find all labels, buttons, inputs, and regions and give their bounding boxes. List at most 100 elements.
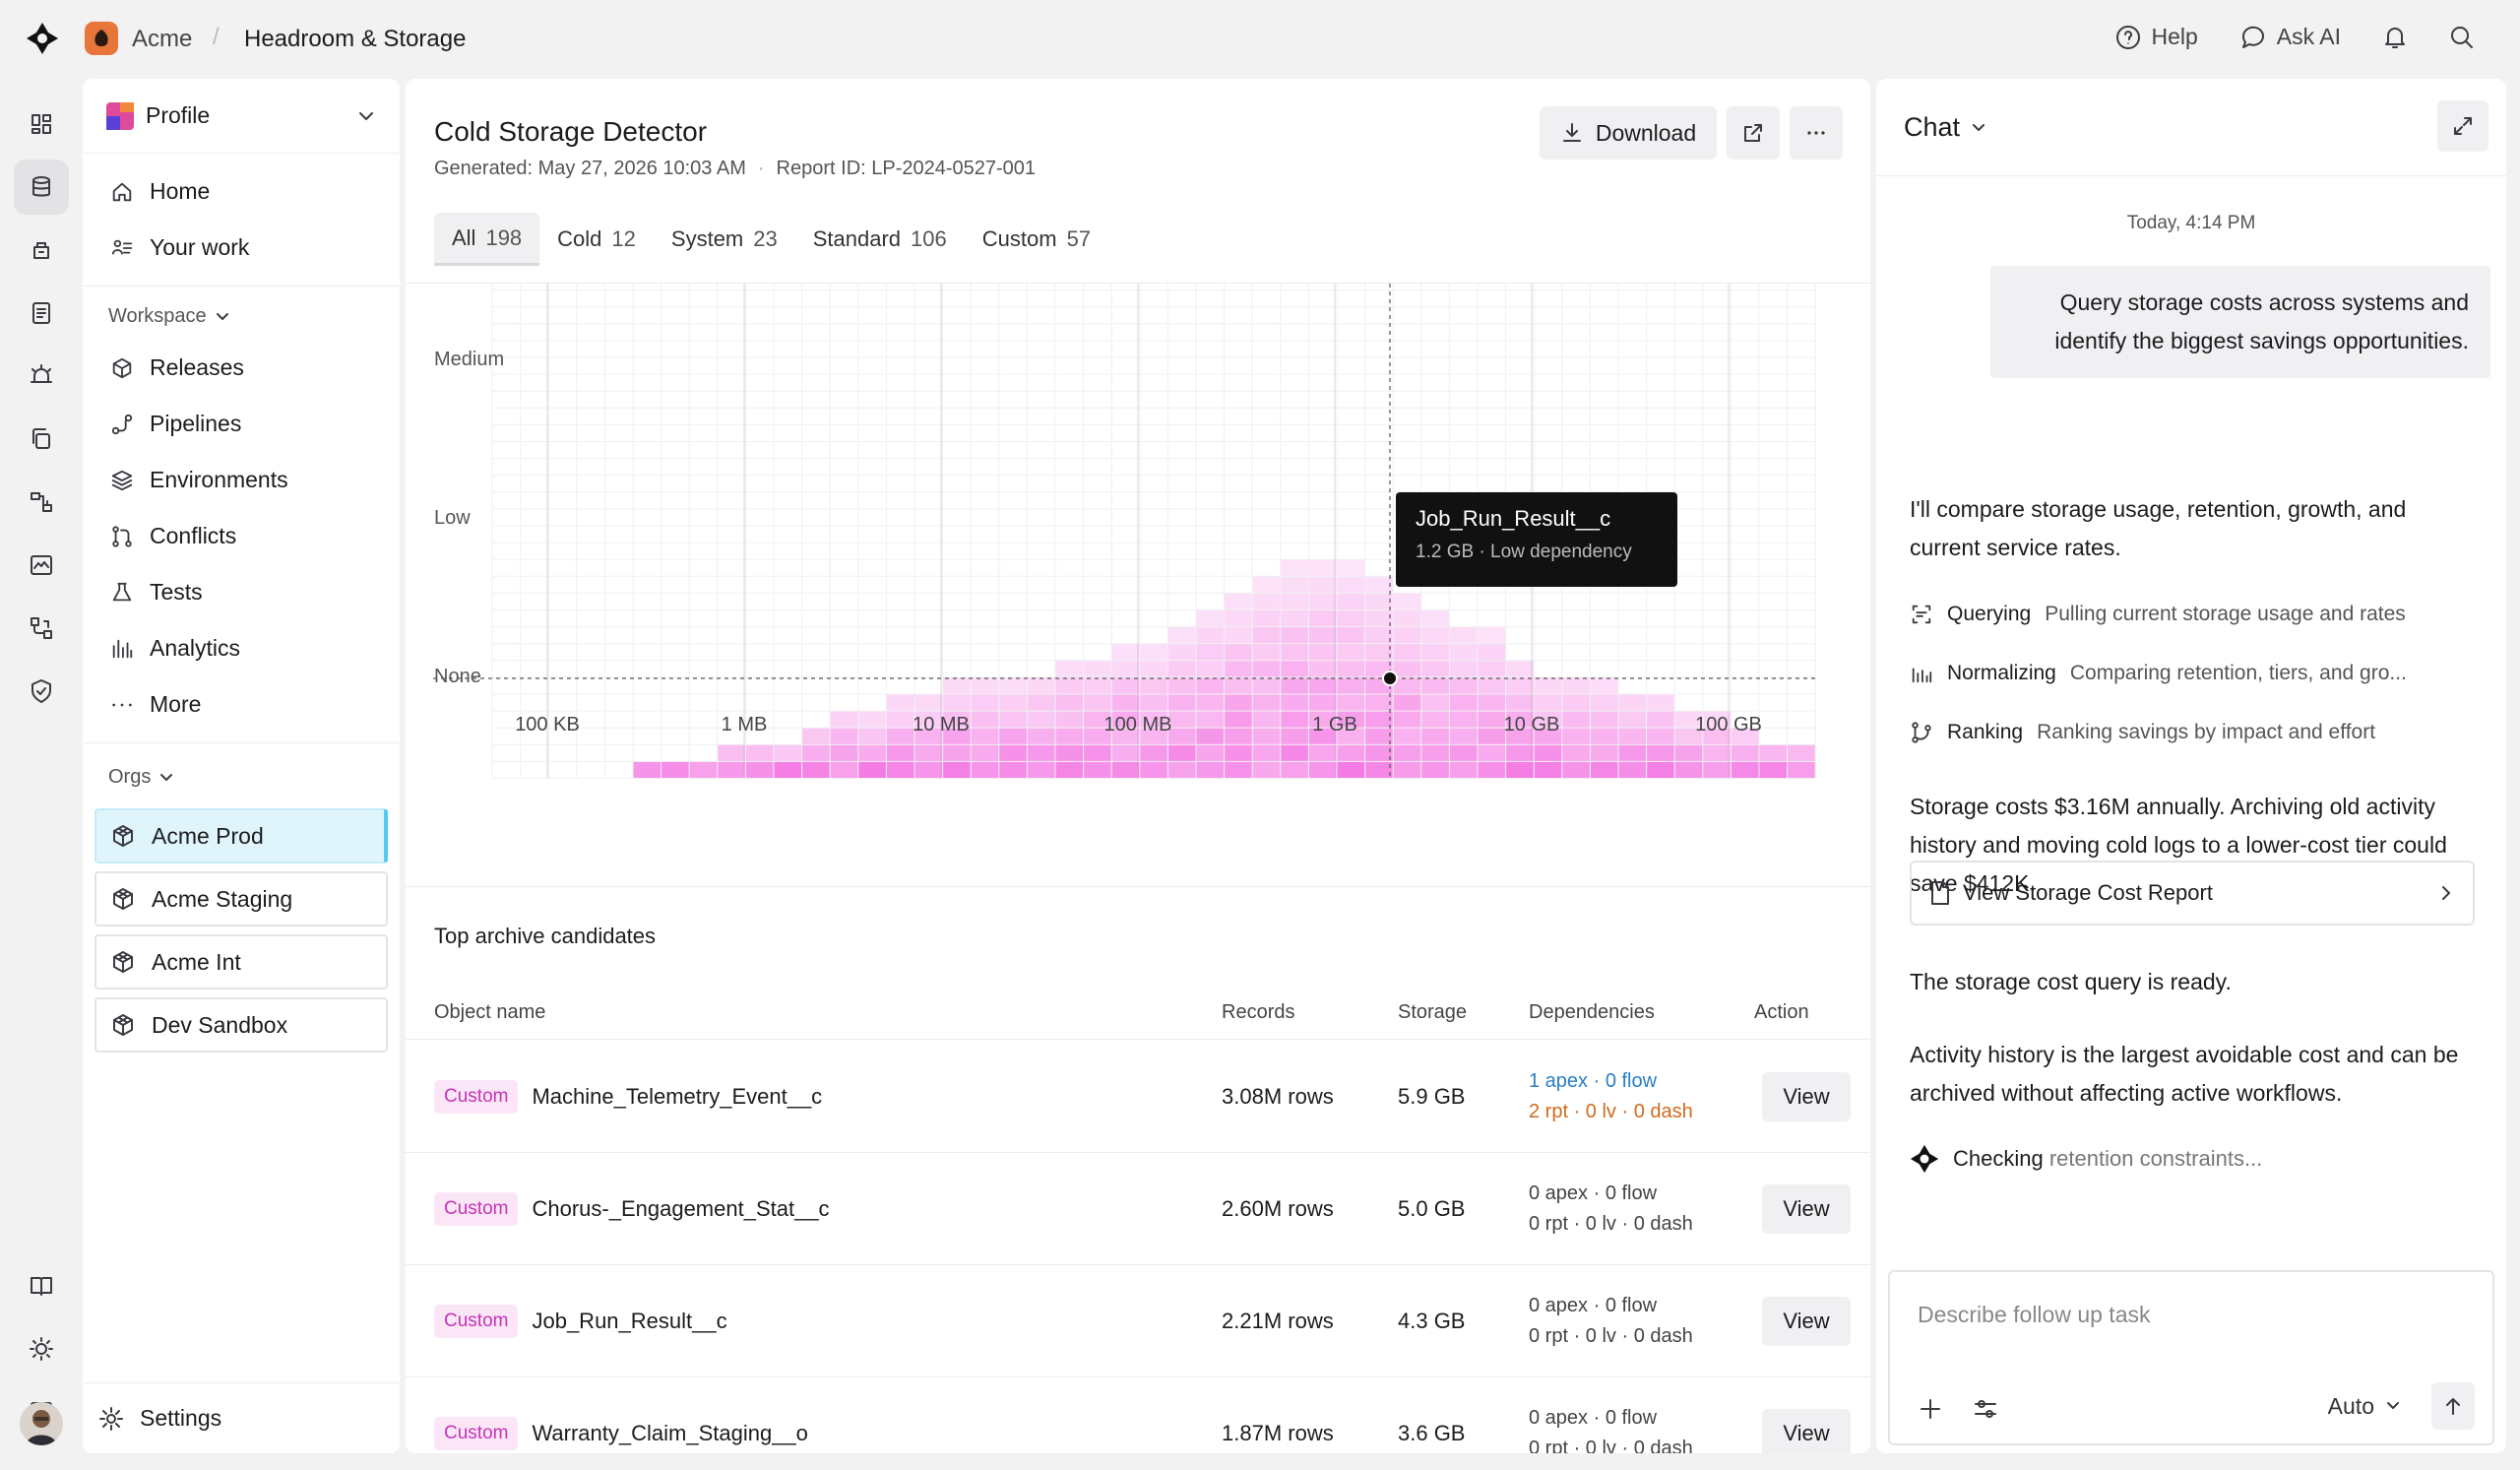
view-button[interactable]: View [1762,1409,1851,1453]
tab-system[interactable]: System 23 [654,213,795,266]
rail-button-dashboard[interactable] [14,96,69,152]
nav-item-label: Home [150,178,211,204]
heatmap-cell [1421,627,1449,644]
nav-item-environments[interactable]: Environments [83,452,400,508]
expand-button[interactable] [2437,100,2488,152]
plus-icon[interactable] [1918,1396,1943,1422]
download-button[interactable]: Download [1540,106,1717,160]
settings-button[interactable]: Settings [83,1382,400,1453]
nav-item-home[interactable]: Home [83,163,400,220]
rail-button-flow[interactable] [14,475,69,530]
progress-step-ranking: Ranking Ranking savings by impact and eff… [1910,721,2375,744]
settings-label: Settings [140,1405,222,1431]
nav-item-releases[interactable]: Releases [83,340,400,396]
object-name-cell: Custom Job_Run_Result__c [434,1265,727,1377]
orgs-section[interactable]: Orgs [83,753,400,800]
rail-button-branch[interactable] [14,601,69,656]
org-item-acme-int[interactable]: Acme Int [94,934,388,990]
mode-select[interactable]: Auto [2328,1393,2402,1420]
heatmap-cell [1308,728,1337,744]
composer-input[interactable]: Describe follow up task [1918,1302,2151,1327]
profile-switcher[interactable]: Profile [83,79,400,154]
rail-button-book[interactable] [14,1258,69,1313]
send-button[interactable] [2431,1382,2475,1430]
chat-title-dropdown[interactable]: Chat [1904,112,1987,143]
heatmap-cell [1674,744,1703,761]
table-row[interactable]: Custom Machine_Telemetry_Event__c 3.08M ro… [406,1041,1870,1153]
nav-item-tests[interactable]: Tests [83,564,400,620]
heatmap-cell [1281,728,1308,744]
dependency-reports: 0 rpt · 0 lv · 0 dash [1529,1325,1693,1347]
org-item-acme-prod[interactable]: Acme Prod [94,808,388,863]
nav-item-your-work[interactable]: Your work [83,220,400,276]
dependency-code[interactable]: 1 apex · 0 flow [1529,1070,1658,1092]
step-detail: Pulling current storage usage and rates [2045,603,2406,625]
heatmap-cell [1506,711,1534,728]
more-button[interactable] [1790,106,1843,160]
heatmap-cell [1308,627,1337,644]
workspace-section[interactable]: Workspace [83,292,400,340]
heatmap-cell [1281,559,1308,576]
tab-cold[interactable]: Cold 12 [539,213,654,266]
rail-button-document[interactable] [14,286,69,341]
breadcrumb-page[interactable]: Headroom & Storage [244,26,467,52]
mode-label: Auto [2327,1392,2374,1419]
sliders-icon[interactable] [1973,1396,1998,1422]
user-avatar[interactable] [20,1402,63,1445]
branch-icon [29,615,54,641]
records-cell: 2.60M rows [1222,1196,1334,1221]
storage-cell: 3.6 GB [1398,1421,1466,1445]
chevron-down-icon [2384,1397,2402,1415]
breadcrumb-separator: / [213,24,220,50]
org-logo-icon[interactable] [85,22,118,55]
heatmap-cell [1703,711,1731,728]
heatmap-cell [1365,576,1393,593]
rail-button-sun[interactable] [14,1321,69,1376]
nav-item-analytics[interactable]: Analytics [83,620,400,676]
view-button[interactable]: View [1762,1184,1851,1234]
nav-item-more[interactable]: More [83,676,400,733]
rail-button-database[interactable] [14,160,69,215]
breadcrumb-org[interactable]: Acme [132,26,193,52]
ask-ai-button[interactable]: Ask AI [2230,20,2351,54]
chat-composer[interactable]: Describe follow up task Auto [1888,1270,2494,1445]
nav-item-conflicts[interactable]: Conflicts [83,508,400,564]
profile-label: Profile [146,102,211,128]
rail-button-shield[interactable] [14,664,69,719]
heatmap-cell [1252,576,1281,593]
rail-button-copy[interactable] [14,412,69,467]
app-logo-icon[interactable] [26,22,59,55]
x-tick-label: 1 MB [722,714,768,735]
storage-report-link[interactable]: View Storage Cost Report [1910,861,2475,926]
heatmap-cell [1308,694,1337,711]
type-badge: Custom [434,1417,519,1450]
org-item-acme-staging[interactable]: Acme Staging [94,871,388,927]
nav-item-pipelines[interactable]: Pipelines [83,396,400,452]
table-row[interactable]: Custom Chorus-_Engagement_Stat__c 2.60M ro… [406,1153,1870,1265]
table-row[interactable]: Custom Job_Run_Result__c 2.21M rows 4.3 GB 0… [406,1265,1870,1377]
view-button[interactable]: View [1762,1072,1851,1121]
action-cell: View [1762,1153,1851,1265]
share-button[interactable] [1727,106,1780,160]
rail-button-package[interactable] [14,223,69,278]
heatmap-cell [1337,761,1365,778]
tab-all[interactable]: All 198 [434,213,540,266]
rail-button-activity[interactable] [14,538,69,593]
org-item-dev-sandbox[interactable]: Dev Sandbox [94,997,388,1053]
heatmap-cell [1055,694,1084,711]
tab-standard[interactable]: Standard 106 [795,213,965,266]
search-button[interactable] [2439,21,2485,54]
view-button[interactable]: View [1762,1297,1851,1346]
heatmap-cell [1167,711,1196,728]
alert-icon [29,363,54,389]
rail-button-alert[interactable] [14,349,69,404]
org-label: Acme Prod [152,822,264,849]
heatmap-cell [1590,761,1618,778]
help-button[interactable]: Help [2106,20,2207,54]
table-row[interactable]: Custom Warranty_Claim_Staging__o 1.87M row… [406,1377,1870,1453]
dependency-reports[interactable]: 2 rpt · 0 lv · 0 dash [1529,1101,1693,1122]
notifications-button[interactable] [2372,21,2418,54]
tab-custom[interactable]: Custom 57 [965,213,1108,266]
dependencies-cell: 0 apex · 0 flow 0 rpt · 0 lv · 0 dash [1529,1265,1693,1377]
